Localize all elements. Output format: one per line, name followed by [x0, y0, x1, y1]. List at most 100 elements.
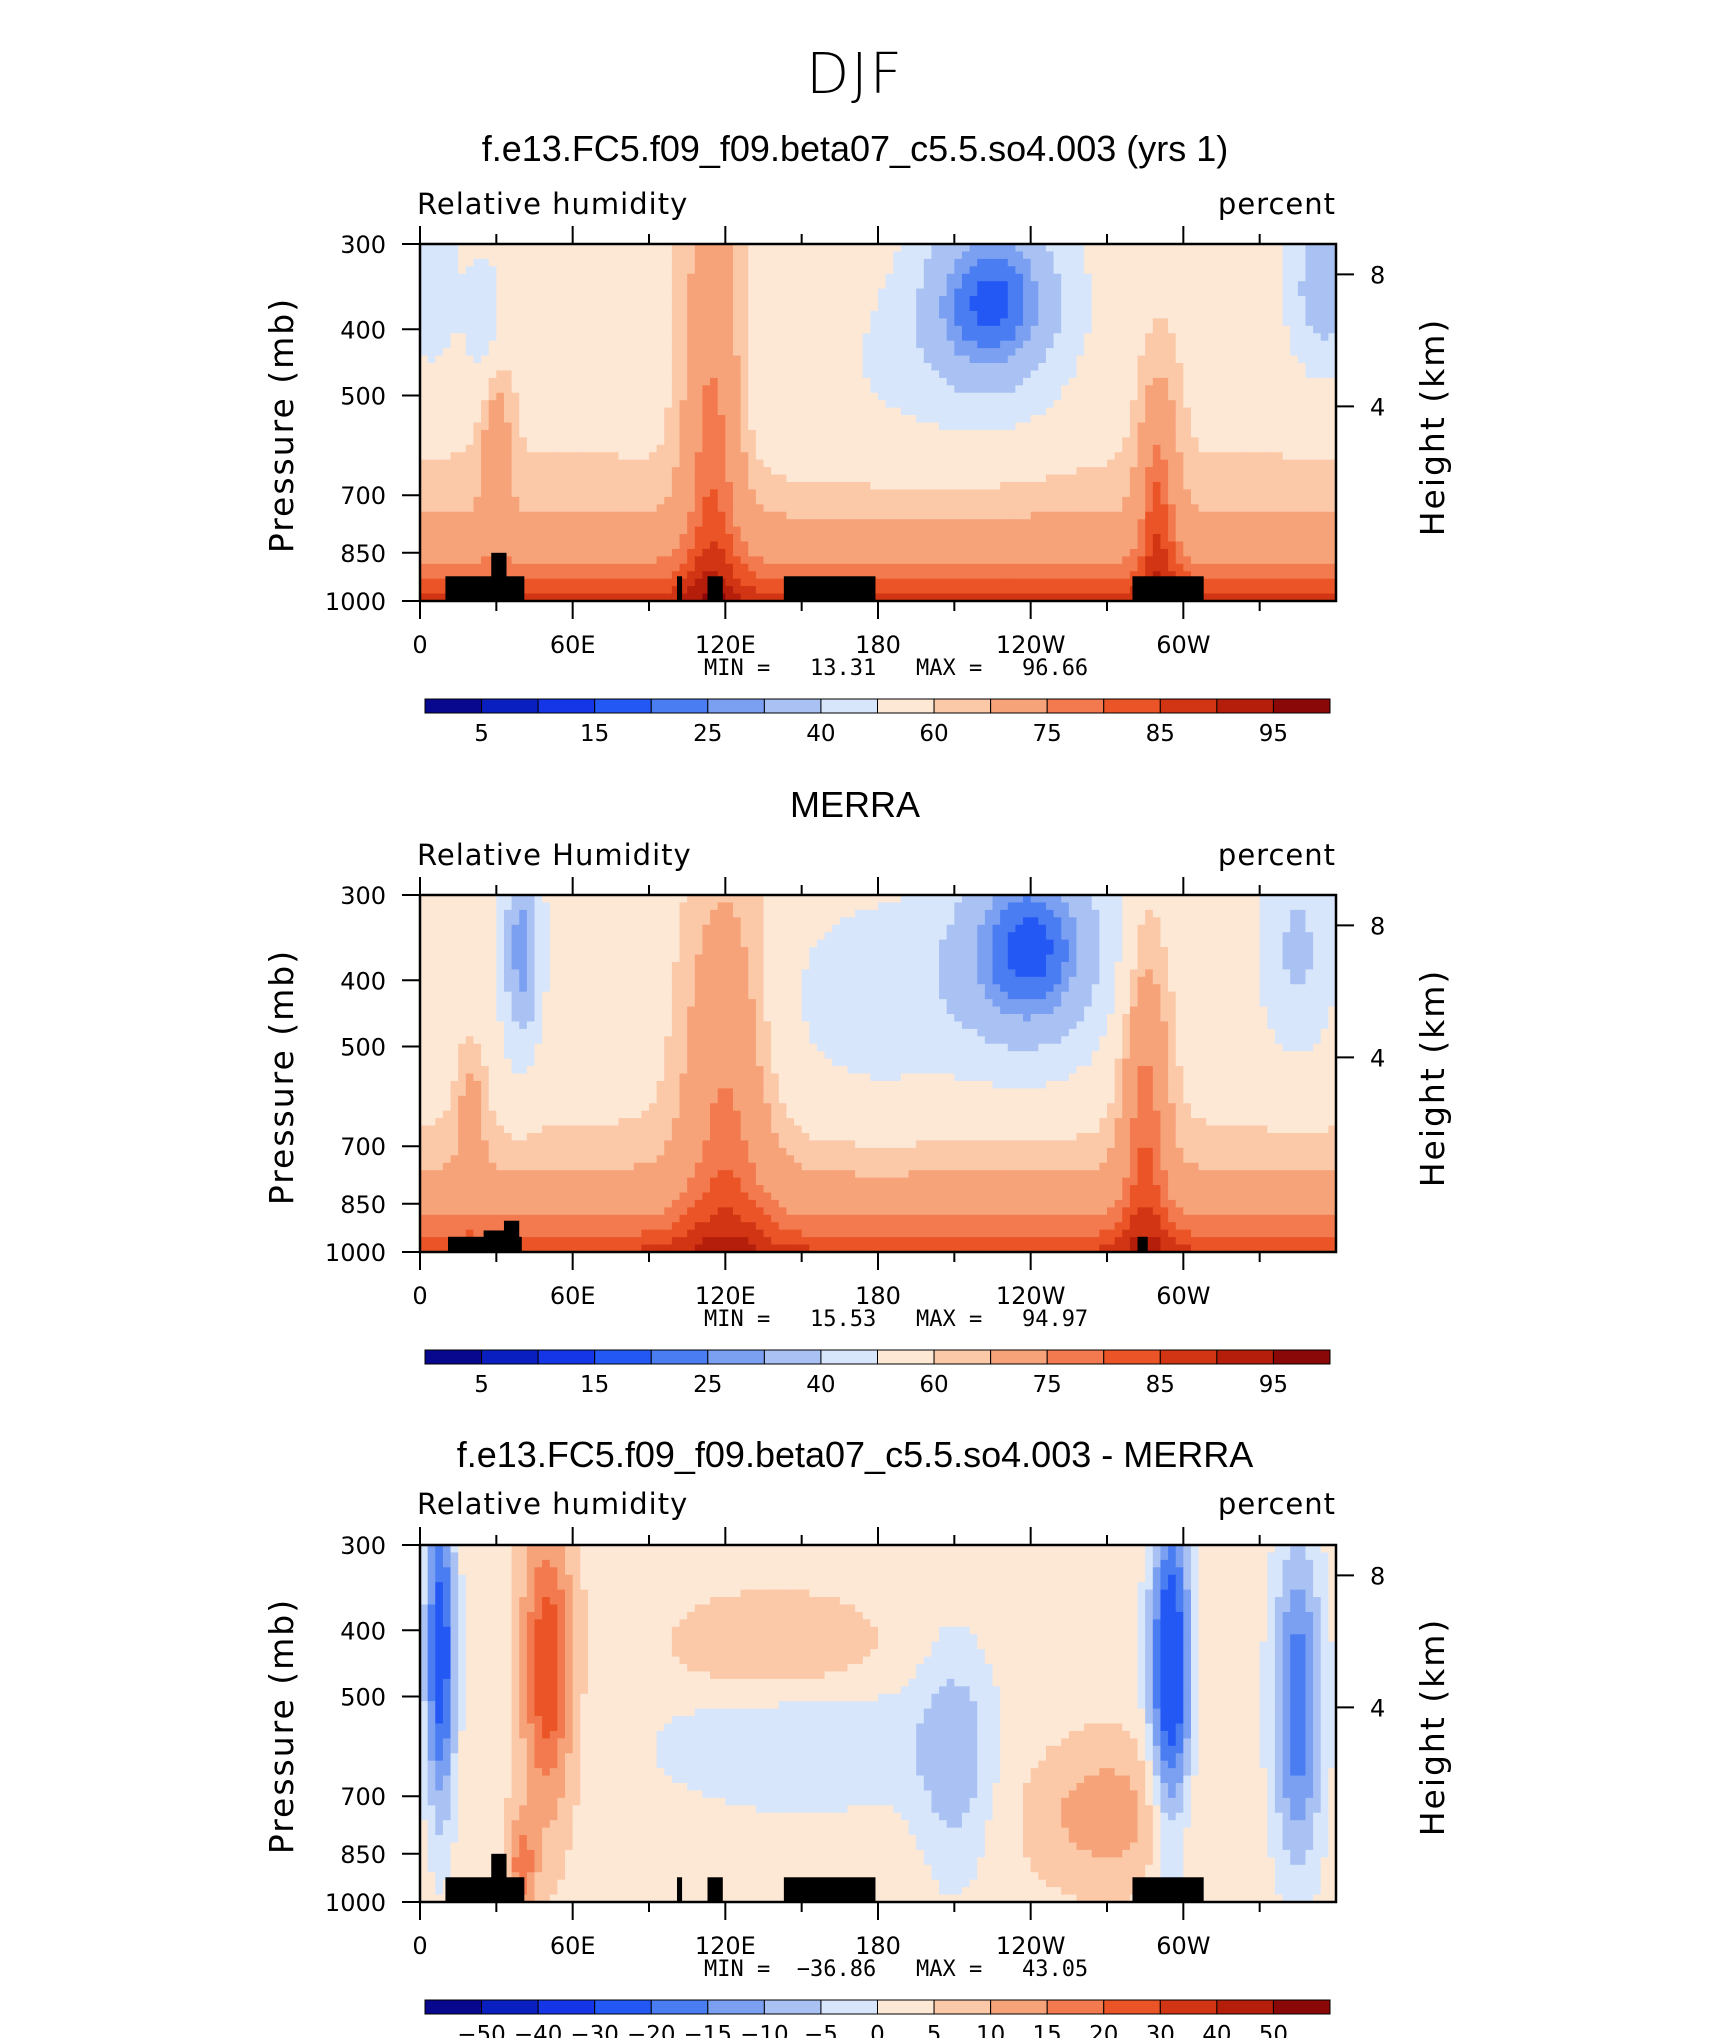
contour-cell — [1206, 355, 1215, 364]
contour-cell — [732, 377, 742, 386]
contour-cell — [1045, 258, 1055, 267]
contour-cell — [1267, 392, 1276, 401]
contour-cell — [763, 288, 772, 297]
contour-cell — [992, 266, 1001, 275]
contour-cell — [1290, 363, 1299, 372]
contour-cell — [542, 355, 551, 364]
contour-cell — [1007, 281, 1016, 290]
contour-cell — [1244, 244, 1253, 253]
contour-cell — [794, 273, 803, 282]
contour-cell — [1007, 348, 1016, 357]
contour-cell — [626, 348, 635, 357]
contour-cell — [1107, 296, 1116, 305]
contour-cell — [1023, 281, 1032, 290]
contour-cell — [1099, 385, 1108, 394]
contour-cell — [969, 296, 978, 305]
contour-cell — [1038, 363, 1047, 372]
contour-cell — [1297, 244, 1307, 253]
contour-cell — [1061, 333, 1070, 342]
contour-cell — [1038, 288, 1047, 297]
contour-cell — [900, 340, 910, 349]
contour-cell — [1244, 325, 1253, 334]
contour-cell — [732, 244, 742, 253]
contour-cell — [565, 392, 574, 401]
contour-cell — [1244, 348, 1253, 357]
contour-cell — [542, 340, 551, 349]
contour-cell — [771, 392, 780, 401]
contour-cell — [1313, 340, 1322, 349]
contour-cell — [916, 288, 925, 297]
contour-cell — [534, 407, 543, 416]
contour-cell — [1137, 318, 1146, 327]
contour-cell — [1168, 333, 1177, 342]
contour-cell — [1221, 281, 1230, 290]
contour-cell — [1084, 325, 1093, 334]
contour-cell — [1198, 310, 1207, 319]
contour-cell — [801, 303, 810, 312]
contour-cell — [1305, 392, 1314, 401]
contour-cell — [847, 325, 856, 334]
contour-cell — [1145, 296, 1154, 305]
panel-1-min-label: MIN = — [704, 656, 771, 681]
contour-cell — [893, 273, 902, 282]
contour-cell — [1168, 355, 1177, 364]
contour-cell — [1320, 392, 1329, 401]
contour-cell — [702, 251, 711, 260]
contour-cell — [969, 288, 978, 297]
contour-cell — [755, 355, 765, 364]
contour-cell — [1259, 310, 1268, 319]
contour-cell — [1076, 363, 1085, 372]
contour-cell — [1252, 385, 1261, 394]
contour-cell — [1137, 348, 1146, 357]
contour-cell — [1122, 296, 1131, 305]
contour-cell — [1252, 288, 1261, 297]
contour-cell — [763, 340, 772, 349]
contour-cell — [1183, 266, 1192, 275]
contour-cell — [946, 244, 955, 253]
contour-cell — [420, 296, 429, 305]
contour-cell — [855, 377, 864, 386]
contour-cell — [1213, 340, 1223, 349]
contour-cell — [656, 355, 665, 364]
contour-cell — [420, 310, 429, 319]
contour-cell — [473, 325, 482, 334]
contour-cell — [595, 377, 604, 386]
contour-cell — [526, 377, 536, 386]
contour-cell — [1137, 400, 1146, 409]
contour-cell — [656, 325, 665, 334]
contour-cell — [1091, 325, 1100, 334]
contour-cell — [1152, 325, 1162, 334]
contour-cell — [519, 355, 528, 364]
contour-cell — [488, 385, 497, 394]
contour-cell — [473, 355, 482, 364]
contour-cell — [1198, 296, 1207, 305]
contour-cell — [702, 258, 711, 267]
contour-cell — [557, 258, 566, 267]
contour-cell — [1091, 310, 1100, 319]
contour-cell — [1252, 258, 1261, 267]
contour-cell — [832, 266, 841, 275]
contour-cell — [458, 325, 467, 334]
contour-cell — [565, 251, 574, 260]
contour-cell — [603, 400, 612, 409]
contour-cell — [710, 266, 719, 275]
contour-cell — [816, 370, 826, 379]
contour-cell — [1175, 273, 1184, 282]
contour-cell — [458, 348, 467, 357]
contour-cell — [519, 377, 528, 386]
contour-cell — [839, 385, 849, 394]
contour-cell — [878, 258, 887, 267]
contour-cell — [862, 258, 871, 267]
contour-cell — [1160, 303, 1169, 312]
contour-cell — [610, 355, 620, 364]
contour-cell — [503, 333, 513, 342]
contour-cell — [717, 244, 726, 253]
contour-cell — [839, 318, 849, 327]
contour-cell — [465, 303, 475, 312]
contour-cell — [977, 244, 986, 253]
contour-cell — [893, 251, 902, 260]
contour-cell — [916, 400, 925, 409]
contour-cell — [580, 355, 589, 364]
contour-cell — [1274, 325, 1284, 334]
contour-cell — [435, 370, 444, 379]
